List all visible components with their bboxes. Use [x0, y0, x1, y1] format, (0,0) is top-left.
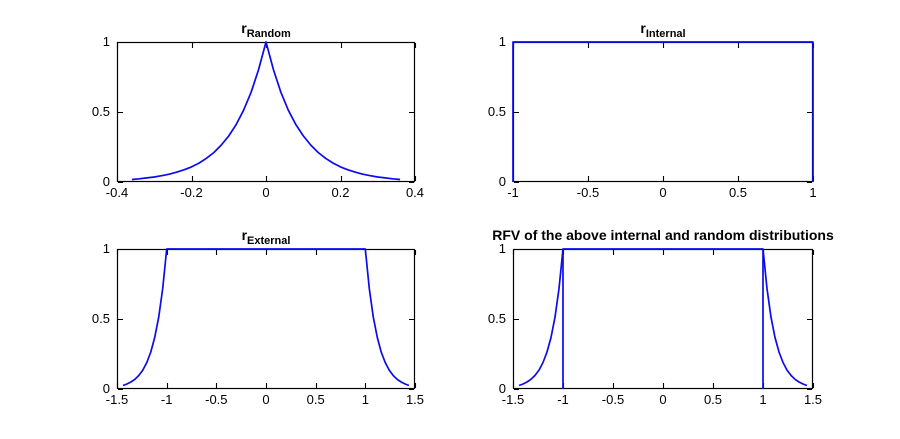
tick-marks — [116, 248, 417, 391]
subplot-internal: rInternal -1 -0.5 0 0.5 1 0 0.5 1 — [463, 14, 843, 202]
y-tick-label: 1 — [498, 34, 506, 49]
y-tick-label: 0.5 — [91, 104, 110, 119]
x-tick-label: 0.5 — [306, 392, 325, 407]
subplot-internal-title: rInternal — [640, 20, 685, 40]
x-tick-label: 0.4 — [405, 185, 425, 200]
plot-canvas-internal — [512, 41, 815, 184]
x-tick-label: 1.5 — [405, 392, 425, 407]
x-tick-label: -0.2 — [180, 185, 203, 200]
tick-marks — [512, 41, 815, 184]
external-flat-top-curve — [122, 248, 410, 387]
x-tick-label: 0 — [659, 185, 667, 200]
x-tick-label: 0 — [659, 392, 667, 407]
y-tick-label: 1 — [102, 241, 110, 256]
subplot-random: rRandom -0.4 -0.2 0 0.2 0.4 0 0.5 1 — [67, 14, 445, 202]
y-tick-label: 1 — [102, 34, 110, 49]
x-tick-label: -1.5 — [105, 392, 129, 407]
x-tick-label: 0.2 — [331, 185, 350, 200]
title-text: r — [241, 227, 248, 243]
plot-canvas-external — [116, 248, 417, 391]
x-tick-label: 1 — [759, 392, 767, 407]
subplot-external-title: rExternal — [242, 227, 291, 247]
y-tick-label: 0.5 — [487, 311, 506, 326]
x-tick-label: 0.5 — [703, 392, 723, 407]
axes-external — [116, 248, 417, 391]
title-text: r — [241, 20, 247, 36]
tick-marks — [116, 41, 417, 184]
title-subscript: External — [247, 235, 291, 247]
internal-uniform-rect — [512, 41, 814, 182]
y-tick-label: 0.5 — [487, 104, 506, 119]
y-tick-label: 0 — [102, 381, 110, 396]
random-laplace-curve — [131, 41, 401, 181]
x-tick-label: -0.4 — [105, 185, 129, 200]
tick-marks — [512, 248, 815, 391]
title-text: r — [640, 20, 646, 36]
x-tick-label: 1.5 — [803, 392, 823, 407]
title-subscript: Internal — [645, 28, 686, 40]
subplot-rfv-title: RFV of the above internal and random dis… — [492, 227, 833, 247]
axes-frame — [512, 248, 814, 390]
x-tick-label: -1.5 — [501, 392, 525, 407]
axes-internal — [512, 41, 815, 184]
x-tick-label: 0.5 — [728, 185, 748, 200]
x-tick-label: -1 — [507, 185, 519, 200]
subplot-external: rExternal -1.5 -1 -0.5 0 0.5 1 1.5 0 0.5 1 — [67, 221, 445, 409]
y-tick-label: 0 — [498, 174, 506, 189]
axes-frame — [116, 248, 416, 390]
y-tick-label: 0 — [498, 381, 506, 396]
title-subscript: Random — [246, 28, 291, 40]
axes-random — [116, 41, 417, 184]
y-tick-label: 1 — [498, 241, 506, 256]
x-tick-label: -1 — [160, 392, 173, 407]
axes-rfv — [512, 248, 815, 391]
y-tick-label: 0.5 — [91, 311, 110, 326]
y-tick-label: 0 — [102, 174, 110, 189]
x-tick-label: 1 — [361, 392, 369, 407]
x-tick-label: 0 — [262, 392, 270, 407]
plot-canvas-rfv — [512, 248, 815, 391]
x-tick-label: -0.5 — [601, 392, 625, 407]
axes-frame — [116, 41, 416, 183]
subplot-random-title: rRandom — [241, 20, 290, 40]
x-tick-label: -0.5 — [576, 185, 600, 200]
x-tick-label: 0 — [262, 185, 270, 200]
axes-frame — [512, 41, 814, 183]
rfv-flat-top-curve — [518, 248, 808, 387]
x-tick-label: 1 — [809, 185, 817, 200]
subplot-rfv: RFV of the above internal and random dis… — [463, 221, 843, 409]
x-tick-label: -1 — [557, 392, 569, 407]
x-tick-label: -0.5 — [205, 392, 228, 407]
title-text: RFV of the above internal and random dis… — [492, 227, 834, 243]
plot-canvas-random — [116, 41, 417, 184]
